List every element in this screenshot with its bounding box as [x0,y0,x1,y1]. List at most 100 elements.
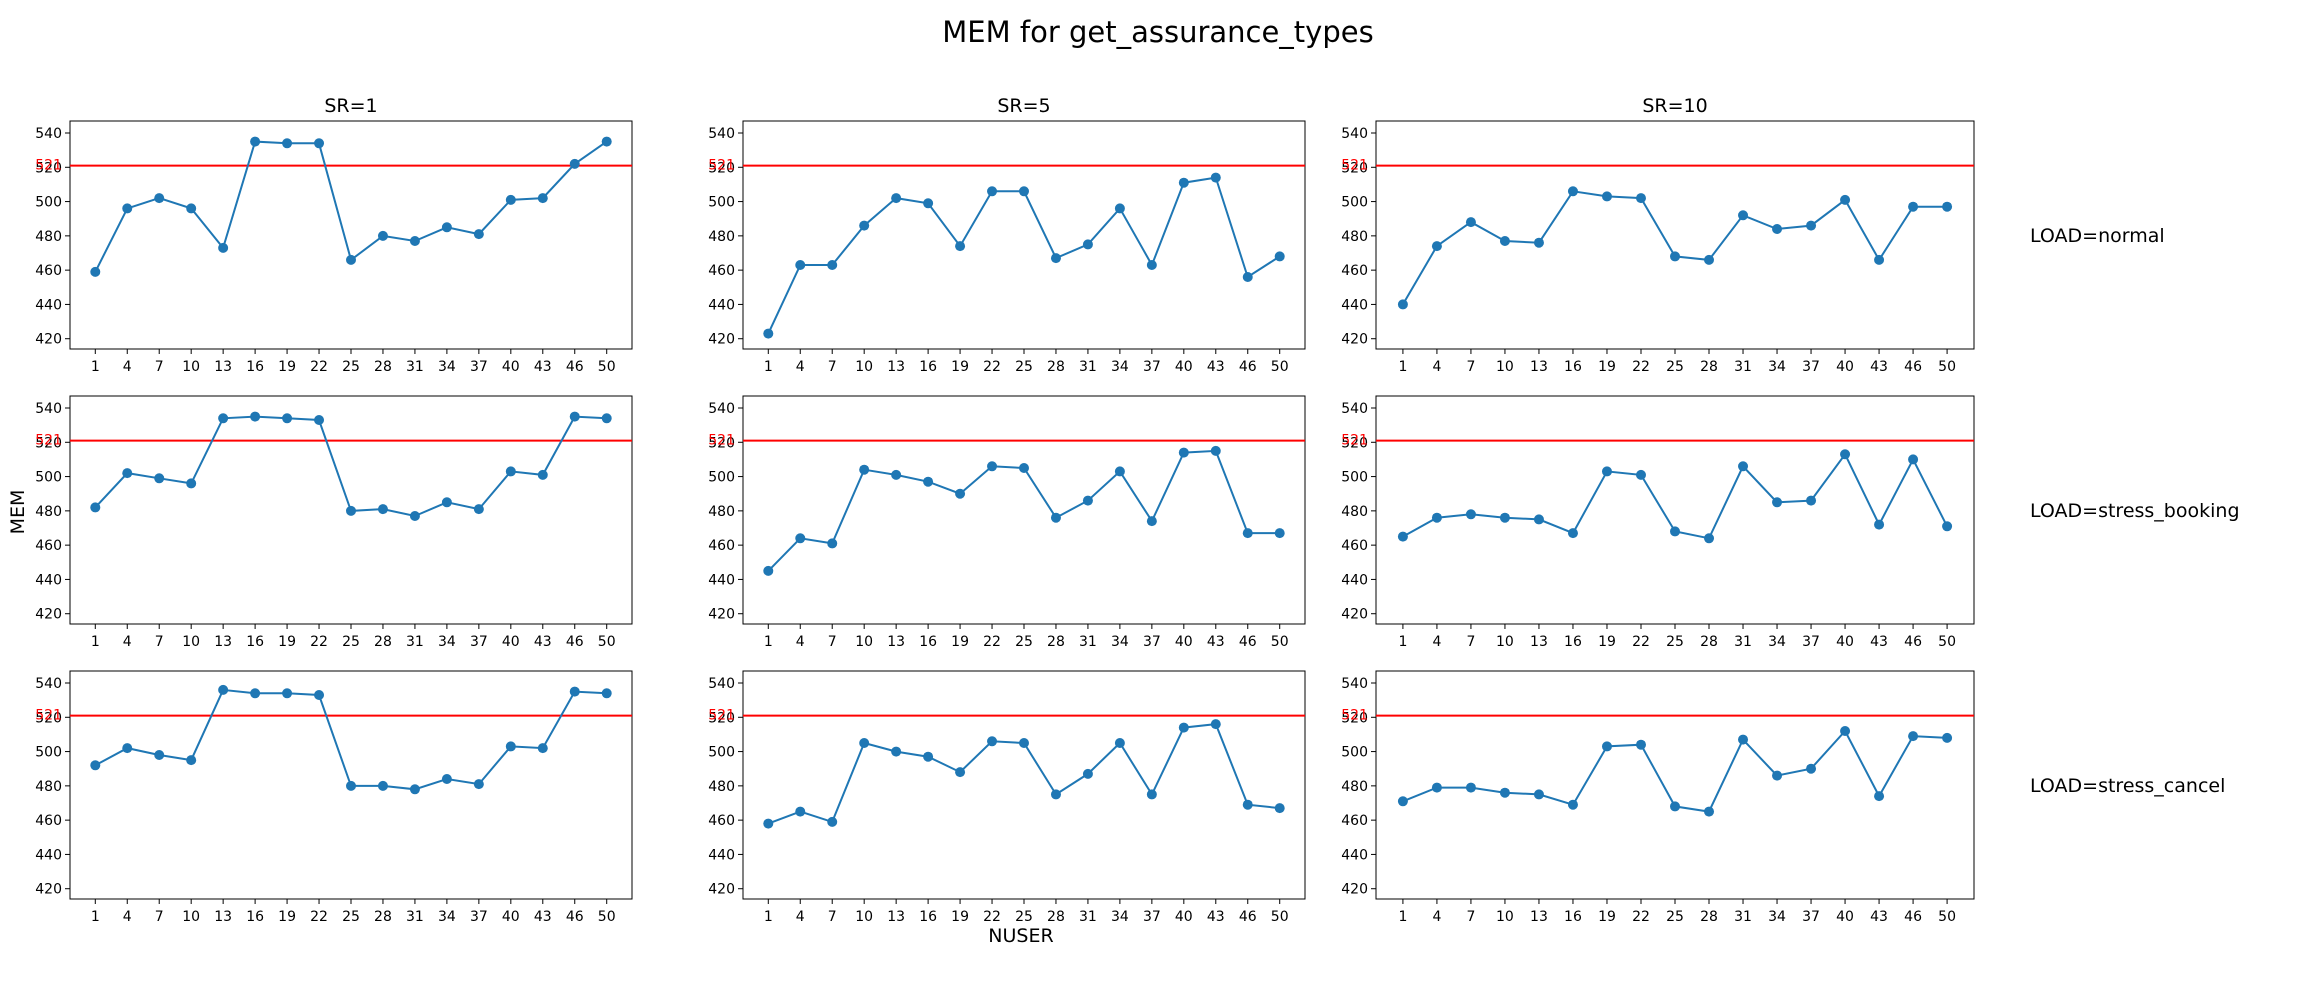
x-tick-label: 19 [278,634,296,650]
x-tick-label: 34 [1111,634,1129,650]
y-tick-label: 500 [708,470,735,486]
x-tick-label: 13 [214,909,232,925]
data-point [250,411,261,422]
y-tick-label: 520 [1341,710,1368,726]
data-point [1210,445,1221,456]
y-tick-label: 500 [35,195,62,211]
data-point [1601,466,1612,477]
data-point [1533,514,1544,525]
data-point [409,236,420,246]
y-tick-label: 540 [35,401,62,417]
x-tick-label: 28 [374,634,392,650]
data-point [282,688,293,699]
data-point [1274,251,1285,262]
data-point [122,203,133,214]
data-point [218,684,229,695]
subplot-panel: 420 440 460 480 500 520 540 1 4 7 10 13 16 19 22 25 28 31… [708,670,1306,925]
data-point [1635,739,1646,750]
data-point [955,767,966,778]
data-point [1431,782,1442,793]
data-point [1114,203,1125,214]
y-tick-label: 540 [35,126,62,142]
y-tick-label: 500 [708,745,735,761]
x-tick-label: 19 [951,634,969,650]
data-point [1533,237,1544,248]
x-tick-label: 10 [182,909,200,925]
x-tick-label: 46 [566,909,584,925]
y-tick-label: 500 [35,470,62,486]
x-tick-label: 34 [438,359,456,375]
data-point [1274,528,1285,539]
y-tick-label: 480 [1341,779,1368,795]
data-point [795,260,806,270]
x-tick-label: 22 [1632,634,1650,650]
x-tick-label: 50 [1271,359,1289,375]
data-point [346,780,356,791]
y-tick-label: 460 [1341,538,1368,554]
x-tick-label: 31 [406,634,424,650]
x-tick-label: 37 [1143,359,1161,375]
x-tick-label: 22 [983,359,1001,375]
x-tick-label: 37 [470,634,488,650]
x-tick-label: 25 [342,359,360,375]
threshold-label: 521 [1341,158,1368,174]
data-point [1601,741,1612,752]
x-tick-label: 34 [1768,634,1786,650]
y-tick-label: 520 [708,435,735,451]
x-tick-label: 7 [828,909,837,925]
data-point [569,686,580,697]
x-tick-label: 22 [1632,359,1650,375]
x-tick-label: 50 [1938,634,1956,650]
data-point [1772,770,1783,781]
data-point [537,469,548,480]
data-point [1806,495,1817,506]
data-point [441,774,452,784]
data-point [1670,801,1680,812]
data-point [1397,796,1408,807]
x-tick-label: 13 [214,634,232,650]
threshold-label: 521 [708,433,735,449]
plot-frame [742,395,1306,625]
plot-frame [742,120,1306,350]
plot-frame [69,120,633,350]
y-tick-label: 420 [1341,607,1368,623]
threshold-label: 521 [35,158,62,174]
y-tick-label: 440 [708,847,735,863]
data-point [859,738,870,748]
data-point [1874,254,1885,265]
subplot-panel: 420 440 460 480 500 520 540 1 4 7 10 13 16 19 22 25 28 31… [1341,670,1975,925]
subplot-panel: 420 440 460 480 500 520 540 1 4 7 10 13 16 19 22 25 28 31… [35,120,633,375]
x-tick-label: 34 [438,909,456,925]
data-point [955,241,966,252]
y-tick-label: 480 [35,779,62,795]
y-tick-label: 440 [35,297,62,313]
y-tick-label: 420 [708,882,735,898]
data-point [1397,531,1408,542]
x-tick-label: 34 [1768,909,1786,925]
data-point [1908,201,1919,212]
data-point [1499,512,1510,523]
x-tick-label: 46 [1904,359,1922,375]
data-point [1635,193,1646,204]
x-tick-label: 10 [855,909,873,925]
data-point [1019,463,1029,473]
x-tick-label: 43 [534,909,552,925]
x-tick-label: 43 [534,359,552,375]
data-point [923,476,934,487]
x-tick-label: 1 [91,909,100,925]
x-tick-label: 19 [278,909,296,925]
y-tick-label: 480 [35,504,62,520]
x-tick-label: 7 [155,909,164,925]
data-point [1178,447,1189,458]
data-point [1242,799,1253,810]
data-point [505,741,516,752]
data-point [186,755,197,766]
data-point [154,193,165,204]
x-tick-label: 34 [1111,359,1129,375]
data-point [1082,768,1093,779]
row-title: LOAD=normal [2030,225,2165,247]
y-tick-label: 480 [708,779,735,795]
data-point [1499,787,1510,798]
data-point [314,690,325,700]
